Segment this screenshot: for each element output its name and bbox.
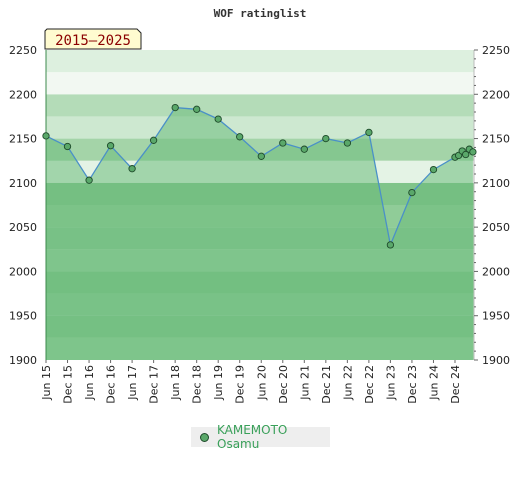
data-point-2018-06 — [171, 103, 179, 112]
x-tick-label-Jun-22: Jun 22 — [341, 365, 354, 401]
x-tick-label-Dec-17: Dec 17 — [148, 365, 161, 404]
period-badge: 2015–2025 — [44, 28, 142, 50]
x-tick-label-Dec-15: Dec 15 — [62, 365, 75, 404]
y-tick-label-right-2100: 2100 — [482, 177, 510, 190]
y-axis-labels-right: 1900 1950 2000 2050 2100 2150 2200 2250 — [482, 44, 510, 367]
data-point-2019-06 — [214, 115, 222, 123]
chart-title: WOF ratinglist — [214, 7, 307, 20]
band-2225 — [46, 50, 474, 73]
data-point-2019-12 — [236, 133, 244, 141]
x-tick-label-Dec-24: Dec 24 — [449, 365, 462, 404]
data-point-2015-12 — [63, 142, 72, 151]
x-tick-label-Dec-23: Dec 23 — [406, 365, 419, 404]
data-point-2020-12 — [279, 139, 287, 147]
y-tick-label-left-2000: 2000 — [9, 265, 37, 278]
tick-marks — [45, 49, 478, 363]
x-tick-label-Jun-23: Jun 23 — [384, 365, 397, 401]
data-point-2025-05 — [469, 148, 477, 156]
data-point-2024-06 — [429, 165, 438, 174]
data-point-2022-06 — [343, 139, 352, 147]
x-tick-label-Jun-20: Jun 20 — [255, 365, 268, 401]
data-point-2016-06 — [85, 176, 93, 184]
band-2200 — [46, 72, 474, 95]
x-tick-label-Dec-18: Dec 18 — [191, 365, 204, 404]
data-point-2025-03 — [462, 150, 470, 159]
x-tick-label-Dec-19: Dec 19 — [234, 365, 247, 404]
data-point-2018-12 — [193, 105, 201, 113]
y-tick-label-left-1900: 1900 — [9, 354, 37, 367]
x-tick-label-Dec-22: Dec 22 — [363, 365, 376, 404]
band-2150 — [46, 116, 474, 139]
y-tick-label-left-2050: 2050 — [9, 221, 37, 234]
y-tick-label-left-1950: 1950 — [9, 310, 37, 323]
data-points — [42, 103, 477, 249]
data-point-2017-06 — [128, 165, 136, 173]
data-point-2017-12 — [149, 136, 158, 144]
x-tick-label-Jun-16: Jun 16 — [83, 365, 96, 401]
legend: KAMEMOTO Osamu — [191, 423, 330, 451]
x-tick-label-Dec-16: Dec 16 — [105, 365, 118, 404]
band-2175 — [46, 94, 474, 117]
y-tick-label-right-2250: 2250 — [482, 44, 510, 57]
period-badge-text: 2015–2025 — [55, 33, 131, 49]
x-axis-labels: Jun 15 Dec 15 Jun 16 Dec 16 Jun 17 Dec 17 Jun … — [40, 365, 462, 404]
data-point-2020-06 — [257, 152, 265, 160]
x-tick-label-Jun-18: Jun 18 — [169, 365, 182, 401]
x-tick-label-Dec-20: Dec 20 — [277, 365, 290, 404]
legend-marker-icon — [200, 432, 209, 442]
y-axis-labels-left: 1900 1950 2000 2050 2100 2150 2200 2250 — [9, 44, 37, 367]
data-point-2023-12 — [408, 188, 416, 197]
y-tick-label-right-2150: 2150 — [482, 133, 510, 146]
x-tick-label-Jun-24: Jun 24 — [428, 365, 441, 401]
data-point-2021-06 — [300, 145, 308, 153]
y-tick-label-left-2200: 2200 — [9, 88, 37, 101]
y-tick-label-right-2200: 2200 — [482, 88, 510, 101]
y-tick-label-left-2100: 2100 — [9, 177, 37, 190]
x-tick-label-Jun-21: Jun 21 — [298, 365, 311, 401]
rating-area — [46, 107, 473, 360]
y-tick-label-right-2000: 2000 — [482, 265, 510, 278]
x-tick-label-Jun-15: Jun 15 — [40, 365, 53, 401]
y-tick-label-left-2150: 2150 — [9, 133, 37, 146]
y-tick-label-left-2250: 2250 — [9, 44, 37, 57]
data-point-2021-12 — [322, 134, 330, 143]
data-point-2015-06 — [42, 132, 50, 140]
data-point-2023-06 — [386, 241, 395, 249]
y-tick-label-right-1900: 1900 — [482, 354, 510, 367]
y-tick-label-right-1950: 1950 — [482, 310, 510, 323]
x-tick-label-Jun-19: Jun 19 — [212, 365, 225, 401]
data-point-2016-12 — [106, 142, 115, 150]
data-point-2022-12 — [365, 128, 373, 137]
y-tick-label-right-2050: 2050 — [482, 221, 510, 234]
x-tick-label-Dec-21: Dec 21 — [320, 365, 333, 404]
legend-label: KAMEMOTO Osamu — [217, 423, 288, 451]
x-tick-label-Jun-17: Jun 17 — [126, 365, 139, 401]
